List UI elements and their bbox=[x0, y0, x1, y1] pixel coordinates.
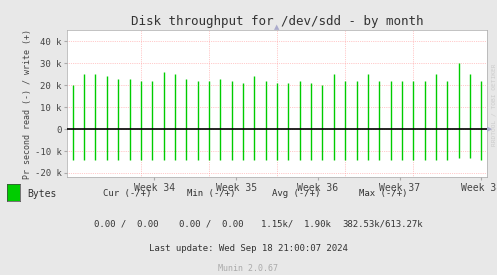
Text: Max (-/+): Max (-/+) bbox=[358, 189, 407, 198]
Y-axis label: Pr second read (-) / write (+): Pr second read (-) / write (+) bbox=[23, 29, 32, 179]
Text: RRDTOOL / TOBI OETIKER: RRDTOOL / TOBI OETIKER bbox=[491, 63, 496, 146]
Text: 0.00 /  0.00: 0.00 / 0.00 bbox=[94, 220, 159, 229]
Text: 382.53k/613.27k: 382.53k/613.27k bbox=[342, 220, 423, 229]
Text: Cur (-/+): Cur (-/+) bbox=[102, 189, 151, 198]
Text: Bytes: Bytes bbox=[27, 189, 57, 199]
Title: Disk throughput for /dev/sdd - by month: Disk throughput for /dev/sdd - by month bbox=[131, 15, 423, 28]
Text: Last update: Wed Sep 18 21:00:07 2024: Last update: Wed Sep 18 21:00:07 2024 bbox=[149, 244, 348, 253]
Text: 0.00 /  0.00: 0.00 / 0.00 bbox=[179, 220, 244, 229]
Text: ▶: ▶ bbox=[487, 126, 493, 132]
Text: ▲: ▲ bbox=[274, 24, 280, 30]
Text: Avg (-/+): Avg (-/+) bbox=[271, 189, 320, 198]
Text: 1.15k/  1.90k: 1.15k/ 1.90k bbox=[261, 220, 331, 229]
Text: Min (-/+): Min (-/+) bbox=[187, 189, 236, 198]
Text: Munin 2.0.67: Munin 2.0.67 bbox=[219, 265, 278, 273]
